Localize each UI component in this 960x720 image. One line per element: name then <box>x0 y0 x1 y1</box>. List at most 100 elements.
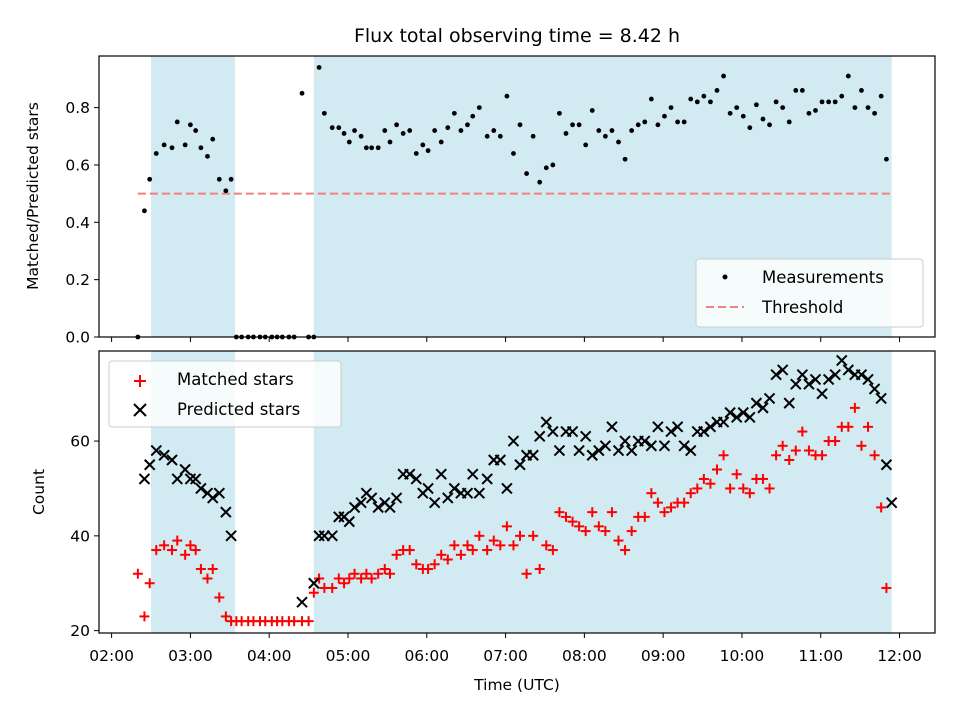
matched-star-point <box>646 488 657 499</box>
matched-star-point <box>207 564 218 575</box>
measurement-point <box>773 99 779 105</box>
matched-star-point <box>521 568 532 579</box>
measurement-point <box>299 90 305 96</box>
predicted-star-point <box>343 515 356 528</box>
measurement-point <box>681 119 687 125</box>
matched-star-point <box>442 554 453 565</box>
matched-star-point <box>411 559 422 570</box>
predicted-star-point <box>599 440 612 452</box>
ratio-panel: 0.00.20.40.60.8 Matched/Predicted stars … <box>24 55 936 347</box>
measurement-point <box>438 139 444 145</box>
predicted-star-point <box>822 373 835 386</box>
matched-star-point <box>349 568 360 579</box>
matched-star-point <box>856 440 867 451</box>
predicted-star-point <box>448 482 461 495</box>
matched-star-point <box>423 564 434 575</box>
predicted-star-point <box>384 501 396 514</box>
matched-star-point <box>790 445 801 456</box>
predicted-star-point <box>348 501 361 514</box>
matched-star-point <box>567 516 578 527</box>
matched-star-point <box>467 545 478 556</box>
x-tick-label: 05:00 <box>326 647 371 665</box>
matched-star-point <box>534 564 545 575</box>
matched-star-point <box>574 521 585 532</box>
measurement-point <box>484 133 490 139</box>
x-tick-label: 11:00 <box>798 647 843 665</box>
predicted-star-point <box>776 364 789 376</box>
legend-box-top <box>695 258 924 328</box>
matched-star-point <box>429 559 440 570</box>
predicted-star-point <box>829 368 841 381</box>
measurement-point <box>813 108 818 113</box>
measurement-point <box>210 136 216 142</box>
predicted-star-point <box>880 459 893 471</box>
matched-star-point <box>167 545 178 556</box>
measurement-points <box>135 65 889 340</box>
x-tick-label: 06:00 <box>404 647 449 665</box>
measurement-point <box>806 110 812 116</box>
measurement-point <box>174 119 180 125</box>
measurement-point <box>767 122 772 128</box>
predicted-star-point <box>501 482 513 495</box>
predicted-star-point <box>326 530 338 542</box>
predicted-star-point <box>220 506 232 518</box>
measurement-point <box>596 128 602 133</box>
matched-star-point <box>620 545 631 556</box>
x-axis-label: Time (UTC) <box>473 676 560 694</box>
legend-bottom: Matched stars Predicted stars <box>108 360 342 428</box>
matched-star-point <box>495 540 506 551</box>
matched-star-point <box>666 502 677 513</box>
predicted-star-point <box>355 496 367 509</box>
matched-star-point <box>482 545 493 556</box>
predicted-star-point <box>612 444 625 457</box>
matched-star-point <box>580 526 591 537</box>
matched-star-point <box>738 483 749 494</box>
measurement-point <box>387 139 393 145</box>
measurement-point <box>375 145 381 151</box>
predicted-star-point <box>171 473 183 485</box>
predicted-star-point <box>579 430 592 443</box>
matched-star-points <box>132 402 892 627</box>
y-tick-label: 0.6 <box>65 156 90 174</box>
matched-star-point <box>659 507 670 518</box>
predicted-star-point <box>461 487 474 499</box>
measurement-point <box>675 119 681 125</box>
predicted-star-point <box>435 468 447 480</box>
x-tick-label: 09:00 <box>641 647 686 665</box>
predicted-star-point <box>428 496 441 509</box>
matched-star-point <box>391 549 402 560</box>
measurement-point <box>413 151 419 156</box>
measurement-point <box>589 108 595 113</box>
predicted-star-point <box>195 482 207 495</box>
measurement-point <box>352 128 357 133</box>
matched-star-point <box>501 521 512 532</box>
measurement-point <box>721 73 726 79</box>
matched-star-point <box>876 502 887 513</box>
measurement-point <box>557 110 562 116</box>
measurement-point <box>740 113 746 119</box>
measurement-point <box>859 88 864 93</box>
predicted-star-point <box>150 444 162 457</box>
matched-star-point <box>455 549 466 560</box>
y-axis-label-top: Matched/Predicted stars <box>24 102 42 290</box>
matched-star-point <box>508 540 519 551</box>
matched-star-point <box>333 573 344 584</box>
matched-star-point <box>373 568 384 579</box>
predicted-star-point <box>875 392 887 405</box>
predicted-star-point <box>803 378 815 390</box>
predicted-star-point <box>809 373 822 386</box>
matched-star-point <box>385 568 396 579</box>
plot-frame-bottom <box>98 350 936 634</box>
matched-star-point <box>685 488 696 499</box>
predicted-star-point <box>534 430 546 443</box>
predicted-star-point <box>207 492 219 504</box>
predicted-star-point <box>625 444 638 457</box>
measurement-point <box>445 125 451 131</box>
predicted-star-point <box>862 373 874 386</box>
matched-star-point <box>195 564 206 575</box>
y-axis-label-bottom: Count <box>30 469 48 515</box>
predicted-star-point <box>494 454 507 466</box>
predicted-star-point <box>685 444 697 457</box>
predicted-star-point <box>645 440 658 452</box>
shade-interval-1 <box>313 351 892 633</box>
